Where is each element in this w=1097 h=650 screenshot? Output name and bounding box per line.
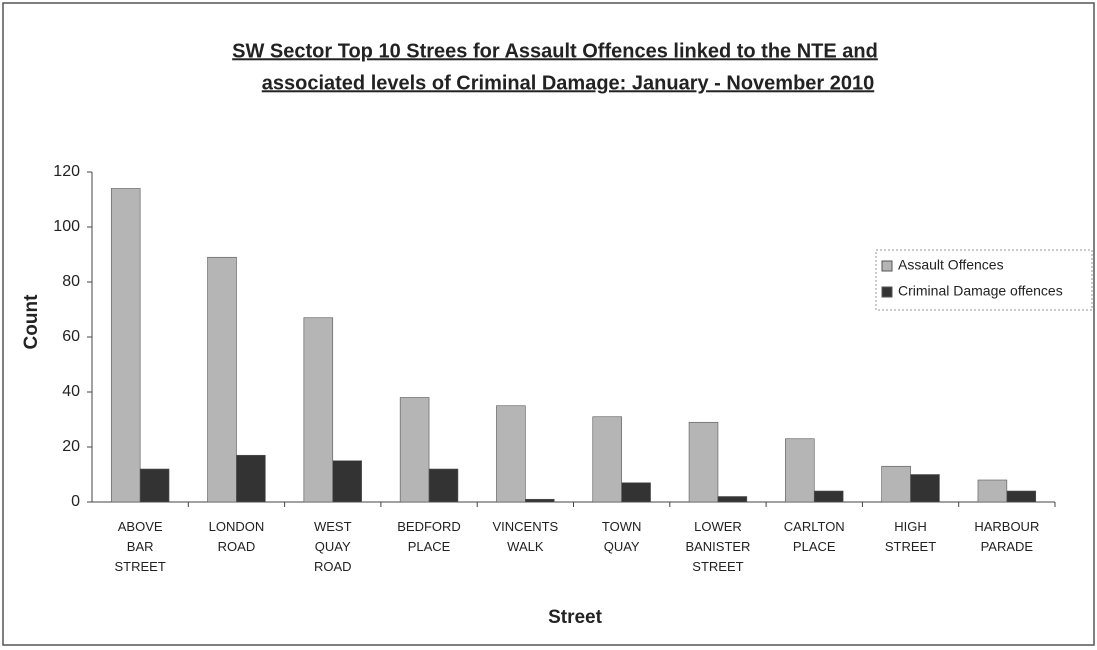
y-tick-label: 20 xyxy=(62,438,80,455)
bar xyxy=(592,416,622,503)
bar xyxy=(332,460,362,503)
legend-label: Criminal Damage offences xyxy=(898,283,1063,299)
bar xyxy=(525,498,555,503)
bar xyxy=(236,454,266,503)
bar xyxy=(910,474,940,503)
bar xyxy=(785,438,815,503)
x-tick-label: WEST QUAY ROAD xyxy=(314,519,352,574)
chart-title: SW Sector Top 10 Strees for Assault Offe… xyxy=(232,40,878,62)
bar xyxy=(977,479,1008,503)
bar xyxy=(621,482,651,503)
x-axis-title: Street xyxy=(548,607,603,628)
bar xyxy=(881,465,911,503)
bar xyxy=(110,188,141,503)
x-tick-label: ABOVE BAR STREET xyxy=(115,519,166,574)
bar xyxy=(207,256,237,503)
legend-box xyxy=(875,249,1093,311)
x-tick-label: TOWN QUAY xyxy=(602,519,641,554)
bar xyxy=(428,468,459,503)
bar xyxy=(399,397,430,503)
y-tick-label: 60 xyxy=(62,328,80,345)
y-tick-label: 80 xyxy=(62,273,80,290)
bar xyxy=(688,421,719,503)
bar xyxy=(1006,490,1037,503)
chart-title: associated levels of Criminal Damage: Ja… xyxy=(262,72,875,94)
y-axis-title: Count xyxy=(21,294,42,350)
x-tick-label: CARLTON PLACE xyxy=(784,519,845,554)
legend-label: Assault Offences xyxy=(898,257,1004,273)
y-tick-label: 0 xyxy=(71,493,80,510)
x-tick-label: VINCENTS WALK xyxy=(492,519,558,554)
x-tick-label: HARBOUR PARADE xyxy=(974,519,1039,554)
bar xyxy=(303,317,334,503)
x-tick-label: HIGH STREET xyxy=(885,519,936,554)
bar xyxy=(717,496,748,503)
legend-swatch xyxy=(881,260,893,272)
x-tick-label: LOWER BANISTER STREET xyxy=(685,519,750,574)
x-tick-label: LONDON ROAD xyxy=(209,519,265,554)
bar xyxy=(496,405,526,503)
y-tick-label: 40 xyxy=(62,383,80,400)
y-tick-label: 120 xyxy=(53,163,80,180)
y-tick-label: 100 xyxy=(53,218,80,235)
bar xyxy=(813,490,844,503)
legend-swatch xyxy=(881,286,893,298)
bar xyxy=(139,468,170,503)
x-tick-label: BEDFORD PLACE xyxy=(397,519,461,554)
